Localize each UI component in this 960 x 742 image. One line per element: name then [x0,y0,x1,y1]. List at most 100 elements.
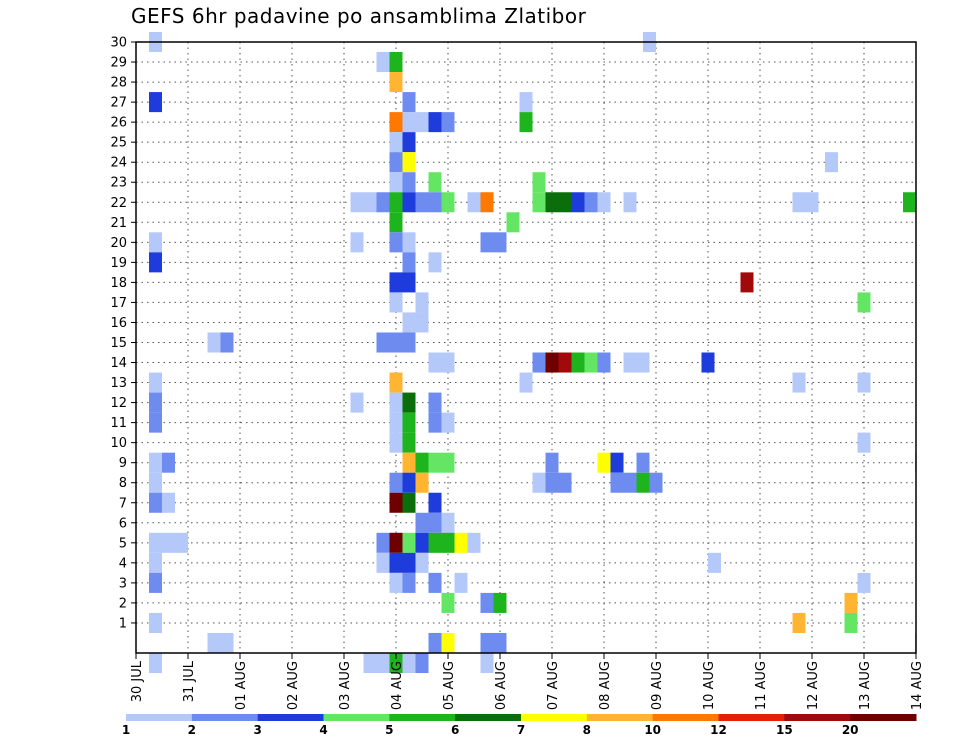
x-tick-label: 06 AUG [494,661,509,710]
colorbar-label: 15 [776,723,793,737]
heatmap-cell [376,192,390,213]
heatmap-cell [376,653,390,674]
heatmap-cell [519,92,533,113]
heatmap-cell [454,572,468,593]
heatmap-cell [149,612,162,633]
colorbar-segment [718,714,785,721]
heatmap-cell [149,252,162,273]
heatmap-cell [480,592,494,613]
heatmap-cell [389,72,403,93]
heatmap-cell [149,392,162,413]
heatmap-cell [389,392,403,413]
heatmap-cell [558,472,572,493]
heatmap-cell [415,292,429,313]
heatmap-cell [207,632,221,653]
y-tick-label: 23 [110,176,127,191]
colorbar-segment [323,714,390,721]
x-tick-label: 03 AUG [338,661,353,710]
heatmap-cell [350,192,364,213]
heatmap-cell [792,612,806,633]
y-tick-label: 19 [110,256,127,271]
x-tick-label: 30 JUL [130,660,145,702]
heatmap-cell [389,272,403,293]
heatmap-cell [149,552,162,573]
x-tick-label: 31 JUL [182,660,197,702]
y-tick-label: 26 [110,116,127,131]
x-tick-label: 13 AUG [858,661,873,710]
colorbar-label: 3 [253,723,261,737]
heatmap-cell [532,172,546,193]
heatmap-cell [402,92,416,113]
x-tick-label: 07 AUG [546,661,561,710]
heatmap-cell [402,252,416,273]
heatmap-cell [792,372,806,393]
heatmap-cell [454,532,468,553]
heatmap-cell [532,192,546,213]
colorbar-segment [191,714,259,721]
heatmap-cell [149,372,162,393]
heatmap-cell [545,192,559,213]
heatmap-cell [792,192,806,213]
heatmap-cell [571,352,585,373]
heatmap-cell [441,452,455,473]
heatmap-cell [149,92,162,113]
heatmap-cell [415,112,429,133]
heatmap-cell [480,632,494,653]
colorbar-label: 6 [451,723,459,737]
heatmap-cell [402,552,416,573]
colorbar-segment [521,714,588,721]
heatmap-cell [376,52,390,73]
colorbar-segment [455,714,522,721]
x-tick-label: 02 AUG [286,661,301,710]
heatmap-cell [402,312,416,333]
colorbar-label: 5 [385,723,393,737]
heatmap-cell [389,292,403,313]
colorbar-label: 10 [644,723,661,737]
heatmap-cell [162,532,175,553]
heatmap-cell [805,192,819,213]
heatmap-cell [584,192,598,213]
heatmap-cell [402,653,416,674]
heatmap-cell [149,572,162,593]
heatmap-cell [350,392,364,413]
heatmap-cell [389,152,403,173]
heatmap-cell [597,352,611,373]
colorbar-label: 8 [583,723,591,737]
y-tick-label: 3 [119,576,127,591]
heatmap-cell [389,492,403,513]
heatmap-cell [584,352,598,373]
heatmap-cell [441,112,455,133]
y-tick-label: 1 [119,616,127,631]
heatmap-cell [844,612,858,633]
heatmap-cell [402,172,416,193]
heatmap-cell [149,492,162,513]
heatmap-cell [415,472,429,493]
heatmap-cell [441,512,455,533]
heatmap-cell [708,552,721,573]
y-tick-label: 16 [110,316,127,331]
y-tick-label: 24 [110,156,127,171]
heatmap-cell [636,472,650,493]
heatmap-cell [363,653,377,674]
heatmap-cell [857,292,871,313]
colorbar-segment [850,714,917,721]
heatmap-cell [428,512,442,533]
y-tick-label: 28 [110,76,127,91]
colorbar-segment [586,714,654,721]
x-tick-label: 05 AUG [442,661,457,710]
y-tick-label: 2 [119,596,127,611]
colorbar-segment [389,714,456,721]
heatmap-cell [402,232,416,253]
heatmap-cell [149,412,162,433]
heatmap-cell [149,653,162,674]
heatmap-cell [149,472,162,493]
heatmap-cell [480,653,494,674]
y-tick-label: 4 [119,556,127,571]
heatmap-cell [363,192,377,213]
heatmap-cell [428,192,442,213]
colorbar-label: 12 [710,723,727,737]
heatmap-cell [857,432,871,453]
y-tick-label: 5 [119,536,127,551]
x-tick-label: 01 AUG [234,661,249,710]
